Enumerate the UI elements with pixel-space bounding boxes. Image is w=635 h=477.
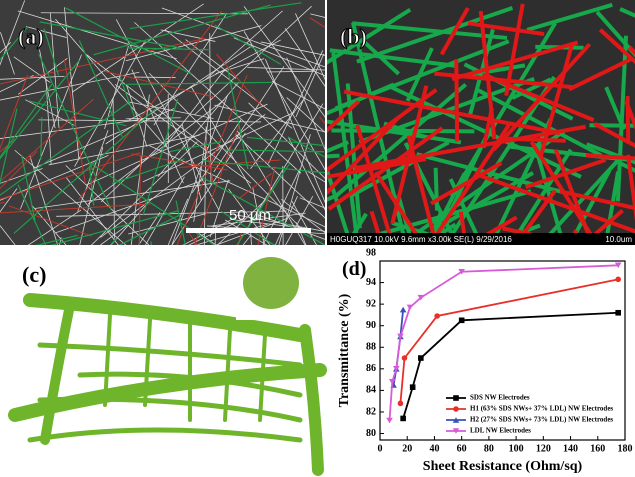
scale-bar bbox=[186, 228, 311, 233]
y-axis-title: Transmittance (%) bbox=[337, 293, 352, 407]
panel-label: (d) bbox=[342, 258, 366, 280]
x-tick-label: 0 bbox=[378, 443, 383, 454]
marker bbox=[434, 313, 440, 319]
x-axis-title: Sheet Resistance (Ohm/sq) bbox=[423, 459, 583, 474]
marker bbox=[400, 307, 407, 313]
marker bbox=[386, 418, 393, 424]
marker bbox=[410, 384, 416, 390]
marker bbox=[402, 355, 408, 361]
marker bbox=[407, 305, 414, 311]
y-tick-label: 80 bbox=[366, 428, 376, 439]
x-tick-label: 180 bbox=[618, 443, 633, 454]
x-tick-label: 20 bbox=[402, 443, 412, 454]
x-tick-label: 160 bbox=[590, 443, 605, 454]
legend-marker bbox=[453, 395, 459, 401]
sem-scale: 10.0um bbox=[605, 235, 632, 244]
legend-label: LDL NW Electrodes bbox=[470, 427, 531, 435]
panel-label: (a) bbox=[18, 24, 44, 49]
panel-label: (b) bbox=[340, 24, 367, 49]
panel-label: (c) bbox=[22, 262, 46, 287]
scale-label: 50 μm bbox=[229, 207, 271, 224]
figure: H0GUQ317 10.0kV 9.6mm x3.00k SE(L) 9/29/… bbox=[0, 0, 635, 477]
nanowire bbox=[523, 230, 576, 379]
y-tick-label: 92 bbox=[366, 298, 376, 309]
marker bbox=[615, 277, 621, 283]
y-tick-label: 94 bbox=[366, 277, 376, 288]
nanowire bbox=[436, 168, 437, 211]
plot-frame bbox=[380, 261, 625, 440]
x-tick-label: 40 bbox=[429, 443, 439, 454]
leaf-veins-3d bbox=[15, 300, 320, 470]
marker bbox=[615, 310, 621, 316]
marker bbox=[418, 355, 424, 361]
y-tick-label: 82 bbox=[366, 406, 376, 417]
sem-info: H0GUQ317 10.0kV 9.6mm x3.00k SE(L) 9/29/… bbox=[330, 235, 512, 244]
legend-label: SDS NW Electrodes bbox=[470, 394, 530, 402]
y-tick-label: 88 bbox=[366, 342, 376, 353]
x-tick-label: 60 bbox=[457, 443, 467, 454]
leaf bbox=[243, 257, 299, 309]
x-tick-label: 100 bbox=[509, 443, 524, 454]
x-tick-label: 120 bbox=[536, 443, 551, 454]
marker bbox=[400, 416, 406, 422]
legend-label: H1 (63% SDS NWs+ 37% LDL) NW Electrodes bbox=[470, 405, 613, 413]
nanowire bbox=[456, 59, 457, 141]
nanowire bbox=[151, 236, 250, 362]
nanowire bbox=[134, 77, 175, 78]
nanowire bbox=[499, 138, 566, 140]
marker bbox=[459, 318, 465, 324]
marker bbox=[398, 401, 404, 407]
series-line bbox=[403, 313, 618, 419]
y-tick-label: 84 bbox=[366, 385, 376, 396]
legend-label: H2 (27% SDS NWs+ 73% LDL) NW Electrodes bbox=[470, 416, 613, 424]
y-tick-label: 98 bbox=[366, 247, 376, 258]
legend-marker bbox=[453, 406, 459, 412]
y-tick-label: 86 bbox=[366, 363, 376, 374]
y-tick-label: 90 bbox=[366, 320, 376, 331]
x-tick-label: 140 bbox=[563, 443, 578, 454]
chart: 0 20 40 60 80 100 120 140 160 180 80 82 84 86 88 90 92 94… bbox=[337, 247, 633, 474]
series-line bbox=[400, 279, 618, 403]
x-tick-label: 80 bbox=[484, 443, 494, 454]
